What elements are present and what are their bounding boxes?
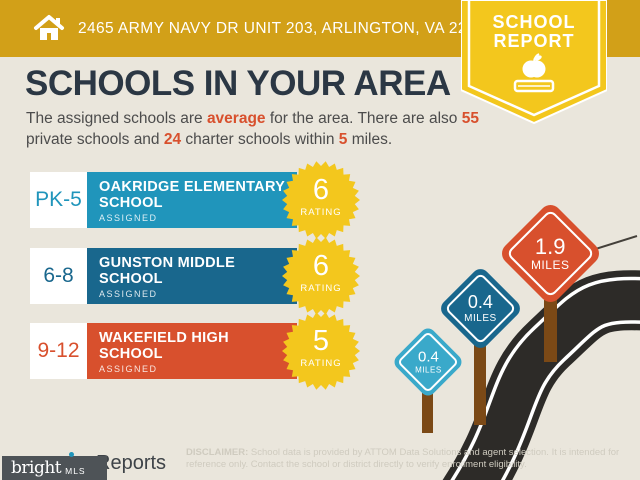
distance-unit: MILES — [414, 364, 442, 374]
rating-badge: 6 RATING — [281, 236, 361, 316]
logo-wordmark: bright — [11, 458, 62, 478]
disclaimer-label: DISCLAIMER: — [186, 447, 249, 458]
summary-segment: charter schools within — [181, 131, 339, 148]
product-name: Reports — [96, 452, 167, 474]
rating-label: RATING — [300, 358, 342, 369]
rating-value: 5 — [312, 325, 330, 357]
sign-post — [474, 345, 486, 425]
starburst-icon — [282, 161, 360, 239]
summary-highlight-miles: 5 — [338, 131, 348, 148]
distance-unit: MILES — [464, 312, 497, 324]
school-row-middle: 6-8 GUNSTON MIDDLE SCHOOL ASSIGNED 6 RATI… — [30, 237, 360, 315]
sign-text: 0.4 MILES — [414, 348, 442, 374]
rating-value: 6 — [312, 250, 330, 282]
summary-segment: for the area. There are also — [265, 110, 462, 127]
rating-label: RATING — [300, 207, 342, 218]
home-icon — [34, 15, 64, 40]
brightmls-logo: bright MLS — [2, 452, 107, 480]
property-address: 2465 ARMY NAVY DR UNIT 203, ARLINGTON, V… — [78, 19, 494, 37]
assignment-status: ASSIGNED — [99, 213, 158, 223]
school-name: WAKEFIELD HIGH SCHOOL — [99, 330, 229, 362]
summary-segment: miles. — [347, 131, 393, 148]
grade-range: 6-8 — [30, 248, 87, 304]
distance-value: 0.4 — [417, 348, 439, 366]
school-bar: OAKRIDGE ELEMENTARY SCHOOL ASSIGNED — [87, 172, 297, 228]
sign-post — [544, 300, 557, 362]
sign-text: 1.9 MILES — [531, 233, 570, 272]
sign-post — [422, 393, 433, 433]
school-report-badge: SCHOOL REPORT — [461, 0, 607, 132]
grade-range: 9-12 — [30, 323, 87, 379]
school-name: GUNSTON MIDDLE SCHOOL — [99, 255, 236, 287]
distance-value: 1.9 — [535, 233, 566, 259]
school-bar: GUNSTON MIDDLE SCHOOL ASSIGNED — [87, 248, 297, 304]
distance-unit: MILES — [531, 257, 570, 272]
disclaimer-body: School data is provided by ATTOM Data So… — [186, 447, 620, 470]
starburst-icon — [282, 312, 360, 390]
apple-book-icon — [513, 53, 555, 93]
badge-label-line1: SCHOOL — [492, 12, 576, 32]
sign-text: 0.4 MILES — [464, 292, 497, 324]
summary-highlight-private-count: 55 — [461, 110, 479, 127]
assignment-status: ASSIGNED — [99, 364, 158, 374]
summary-segment: The assigned schools are — [26, 110, 207, 127]
disclaimer-text: DISCLAIMER: School data is provided by A… — [186, 447, 634, 471]
rating-badge: 5 RATING — [281, 311, 361, 391]
rating-value: 6 — [312, 174, 330, 206]
rating-badge: 6 RATING — [281, 160, 361, 240]
summary-highlight-charter-count: 24 — [163, 131, 182, 148]
school-bar: WAKEFIELD HIGH SCHOOL ASSIGNED — [87, 323, 297, 379]
summary-segment: private schools and — [26, 131, 164, 148]
rating-label: RATING — [300, 283, 342, 294]
starburst-icon — [282, 237, 360, 315]
logo-mls-label: MLS — [65, 466, 86, 476]
school-row-high: 9-12 WAKEFIELD HIGH SCHOOL ASSIGNED 5 RAT… — [30, 312, 360, 390]
summary-text: The assigned schools are average for the… — [26, 108, 486, 150]
school-name: OAKRIDGE ELEMENTARY SCHOOL — [99, 179, 286, 211]
badge-label-line2: REPORT — [493, 31, 575, 51]
logo-teal-dot-icon — [69, 452, 74, 457]
distance-value: 0.4 — [467, 292, 494, 313]
summary-highlight-average: average — [206, 110, 266, 127]
page-title: SCHOOLS IN YOUR AREA — [25, 64, 451, 103]
grade-range: PK-5 — [30, 172, 87, 228]
school-row-elementary: PK-5 OAKRIDGE ELEMENTARY SCHOOL ASSIGNED … — [30, 161, 360, 239]
assignment-status: ASSIGNED — [99, 289, 158, 299]
